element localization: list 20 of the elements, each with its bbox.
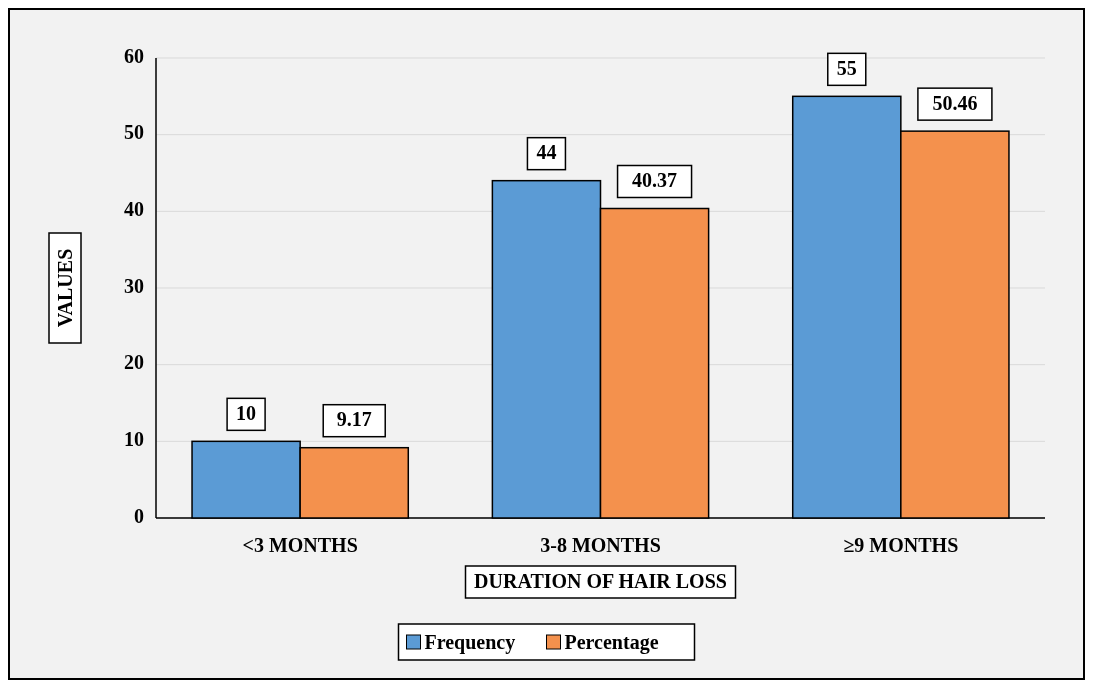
y-tick-label: 10 bbox=[124, 427, 144, 450]
x-tick-label: 3-8 MONTHS bbox=[540, 534, 661, 556]
x-tick-label: ≥9 MONTHS bbox=[843, 534, 959, 556]
x-tick-label: <3 MONTHS bbox=[242, 534, 358, 556]
legend-label: Percentage bbox=[564, 631, 659, 654]
data-label: 10 bbox=[236, 401, 257, 424]
data-label: 44 bbox=[536, 141, 557, 164]
y-tick-label: 50 bbox=[124, 121, 144, 144]
y-axis-title: VALUES bbox=[54, 248, 76, 328]
data-label: 50.46 bbox=[932, 91, 978, 114]
y-tick-label: 60 bbox=[124, 44, 144, 67]
y-tick-label: 40 bbox=[124, 197, 144, 220]
data-label: 9.17 bbox=[336, 408, 372, 431]
legend-label: Frequency bbox=[424, 631, 516, 654]
x-axis-title: DURATION OF HAIR LOSS bbox=[474, 570, 727, 592]
y-tick-label: 0 bbox=[134, 504, 144, 527]
y-tick-label: 20 bbox=[124, 351, 144, 374]
data-label: 55 bbox=[836, 56, 857, 79]
data-label: 40.37 bbox=[632, 169, 678, 192]
y-tick-label: 30 bbox=[124, 274, 144, 297]
